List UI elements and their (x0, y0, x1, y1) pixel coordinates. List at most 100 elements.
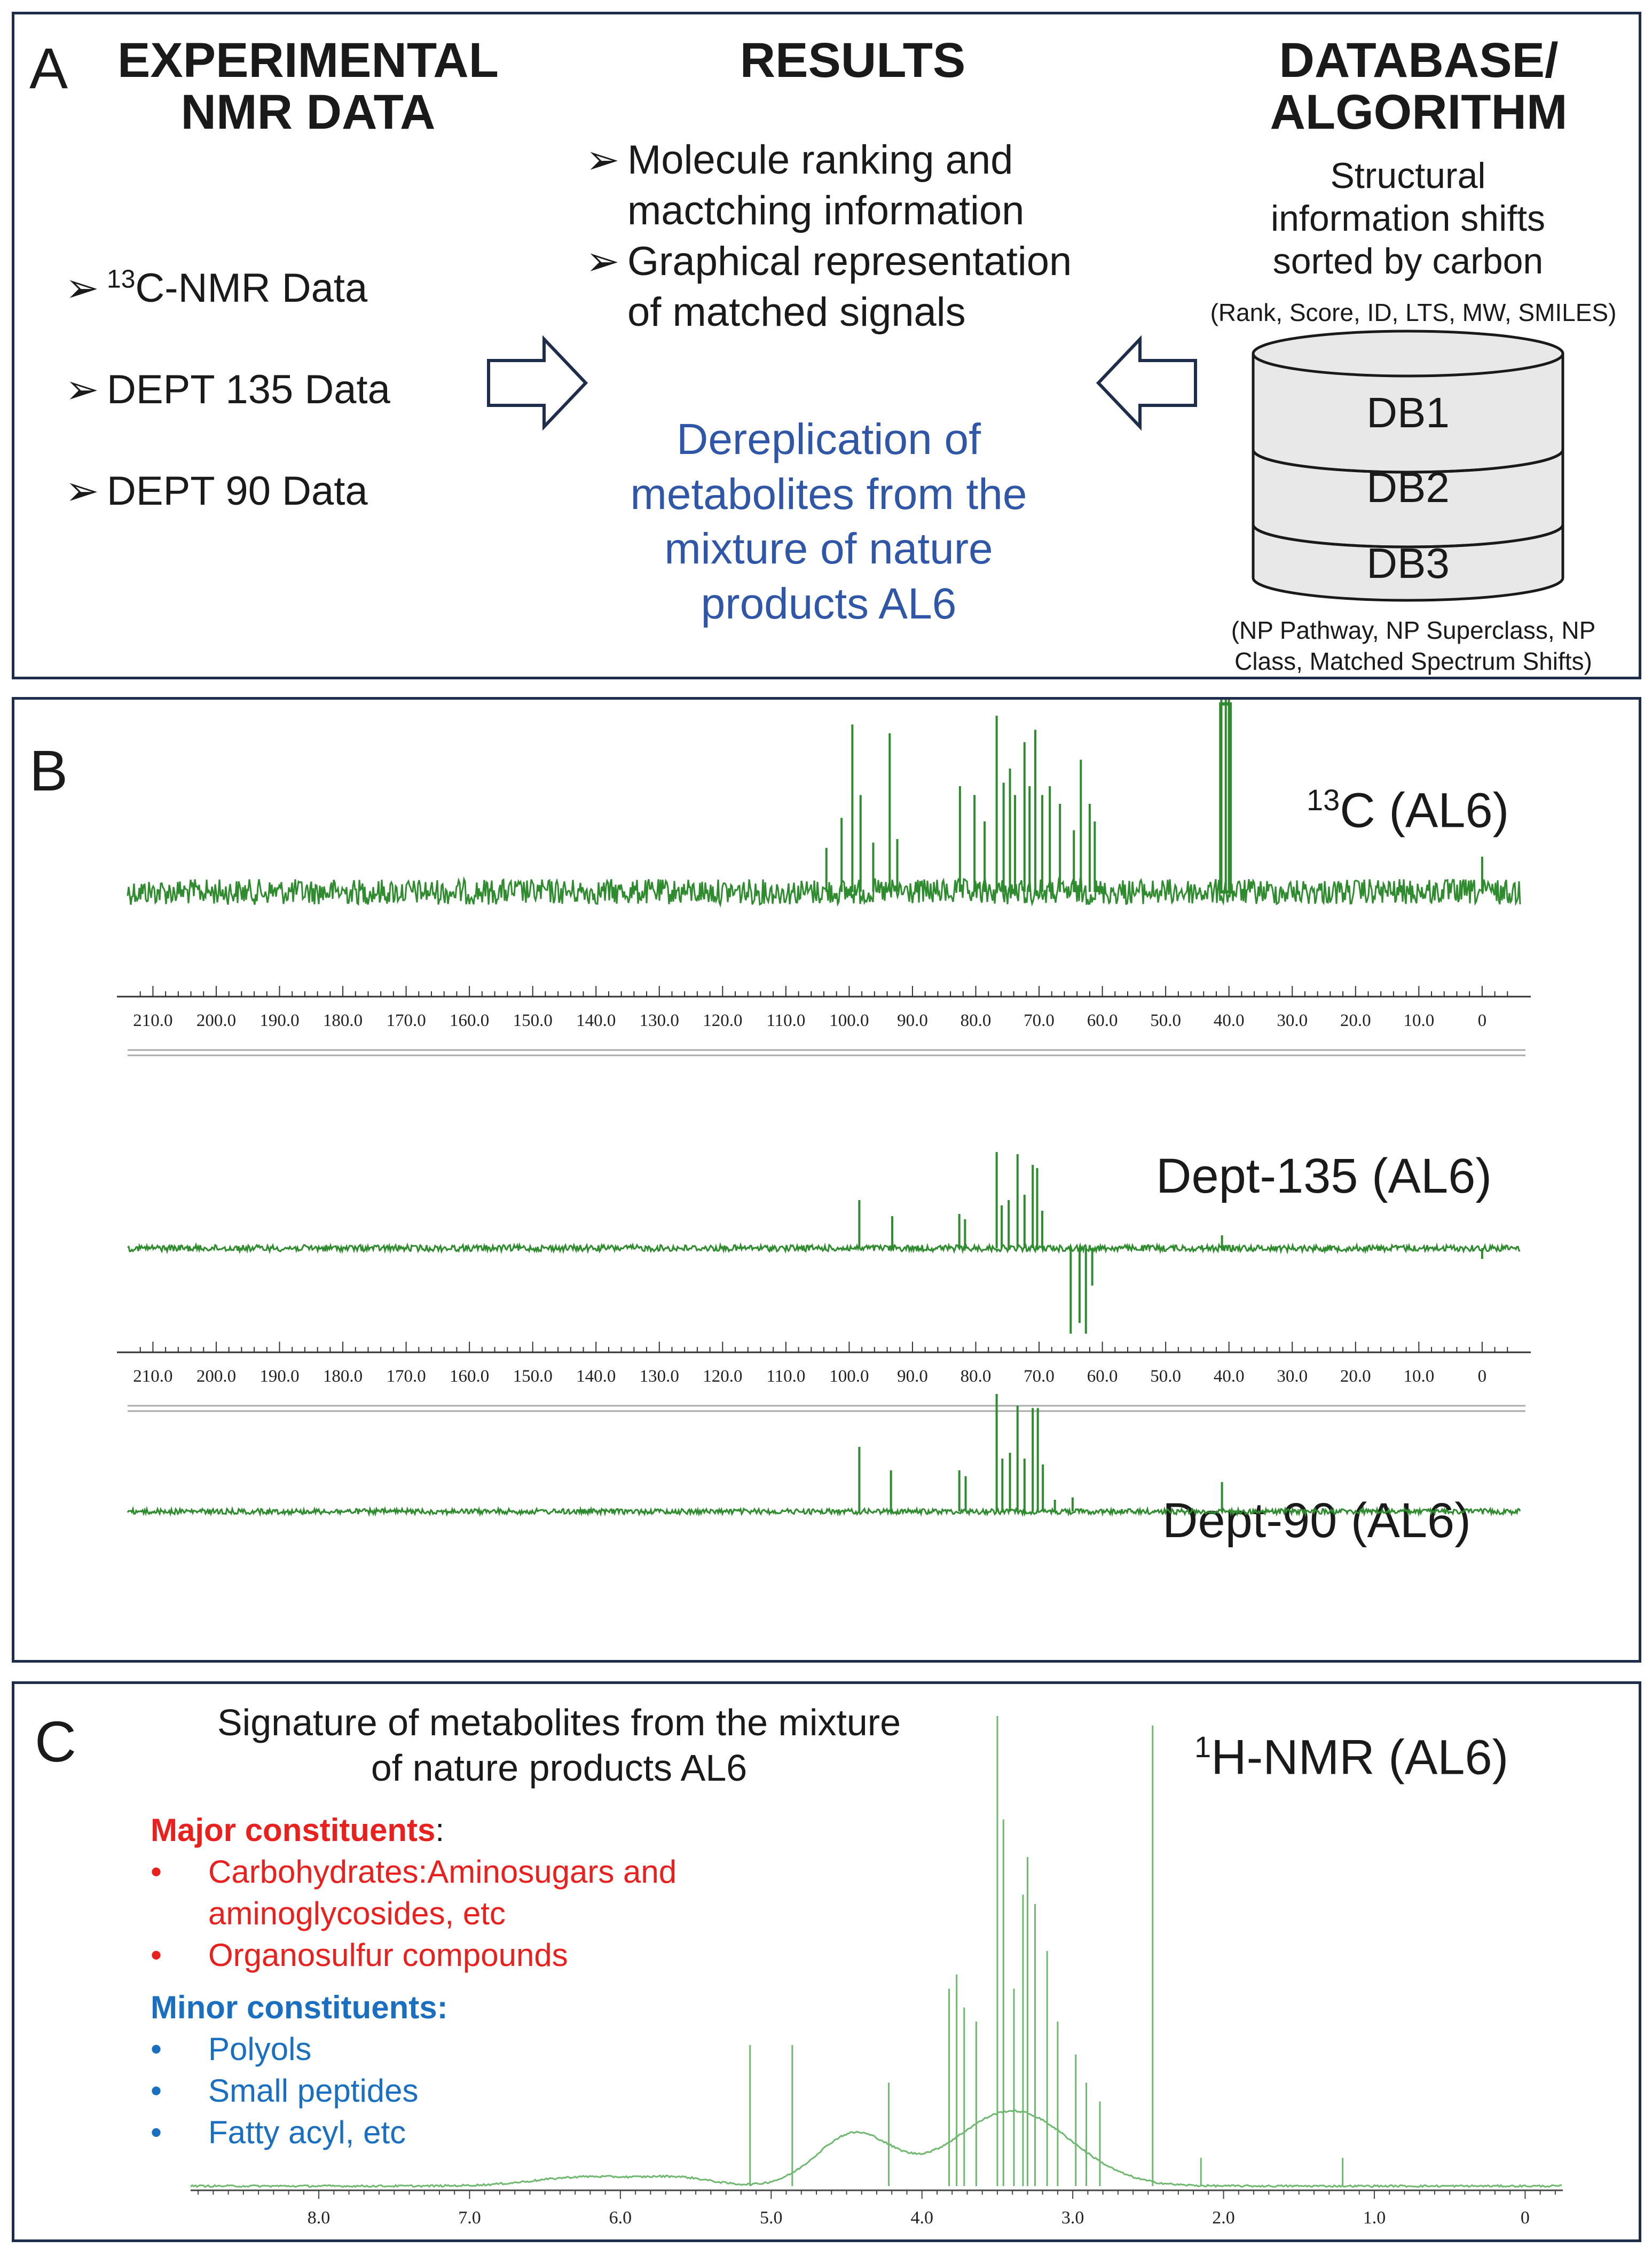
spectrum-dept135 (127, 1152, 1521, 1334)
experimental-item: ➢ 13C-NMR Data (65, 263, 367, 314)
experimental-item: ➢ DEPT 90 Data (65, 466, 368, 516)
x-tick-label: 50.0 (1150, 1367, 1181, 1386)
experimental-title-line1: EXPERIMENTAL (117, 33, 499, 88)
x-tick-label: 190.0 (259, 1367, 299, 1386)
database-classes-line: Class, Matched Spectrum Shifts) (1234, 647, 1592, 675)
x-tick-label: 110.0 (766, 1367, 805, 1386)
x-tick-label: 4.0 (910, 2208, 933, 2228)
minor-item-text: Fatty acyl, etc (208, 2114, 406, 2150)
minor-item-text: Polyols (208, 2031, 312, 2067)
x-tick-label: 150.0 (513, 1011, 553, 1030)
database-title-line1: DATABASE/ (1279, 33, 1559, 88)
panel-c: C Signature of metabolites from the mixt… (12, 1681, 1641, 2242)
signature-title: Signature of metabolites from the mixtur… (137, 1700, 981, 1791)
panel-a: A EXPERIMENTAL NMR DATA ➢ 13C-NMR Data ➢ D… (12, 12, 1641, 679)
minor-item: • Small peptides (151, 2070, 676, 2112)
x-tick-label: 200.0 (196, 1367, 236, 1386)
x-tick-label: 100.0 (829, 1011, 869, 1030)
panel-letter-b: B (29, 738, 68, 803)
x-tick-label: 8.0 (308, 2208, 331, 2228)
database-label: DB1 (1366, 389, 1450, 436)
left-arrow-icon (1096, 335, 1197, 431)
dereplication-line: mixture of nature (664, 524, 993, 573)
x-tick-label: 0 (1478, 1367, 1487, 1386)
database-label: DB2 (1366, 464, 1450, 511)
database-classes-line: (NP Pathway, NP Superclass, NP (1231, 616, 1596, 644)
spectrum-dept90 (127, 1394, 1521, 1517)
spectrum-label: Dept-90 (AL6) (1162, 1493, 1471, 1548)
h-nmr-label-text: H-NMR (AL6) (1211, 1730, 1509, 1785)
x-tick-label: 6.0 (609, 2208, 632, 2228)
x-tick-label: 180.0 (323, 1367, 363, 1386)
spectrum-label-text: C (AL6) (1340, 783, 1509, 838)
arrowhead-bullet-icon: ➢ (586, 137, 620, 183)
dereplication-line: products AL6 (701, 579, 957, 628)
database-desc-line: sorted by carbon (1272, 241, 1544, 282)
x-tick-label: 10.0 (1403, 1011, 1434, 1030)
x-tick-label: 60.0 (1087, 1011, 1118, 1030)
x-tick-label: 90.0 (897, 1367, 928, 1386)
x-tick-label: 7.0 (458, 2208, 481, 2228)
major-item: • Organosulfur compounds (151, 1934, 676, 1976)
x-tick-label: 210.0 (133, 1011, 172, 1030)
x-tick-label: 50.0 (1150, 1011, 1181, 1030)
x-tick-label: 70.0 (1024, 1367, 1055, 1386)
spectrum-baseline (127, 876, 1521, 908)
arrowhead-bullet-icon: ➢ (586, 239, 620, 284)
results-bullet-line: Graphical representation (627, 239, 1072, 284)
h-nmr-spectrum (190, 1716, 1562, 2188)
results-bullet-line: mactching information (627, 188, 1025, 233)
experimental-item-label: C-NMR Data (135, 265, 368, 311)
major-item-text: Carbohydrates:Aminosugars and (208, 1854, 677, 1890)
database-label: DB3 (1366, 539, 1450, 587)
x-tick-label: 40.0 (1214, 1367, 1245, 1386)
x-tick-label: 160.0 (450, 1367, 489, 1386)
x-axis: 210.0 200.0 190.0 180.0 170.0 160.0 150.0 140.0… (117, 986, 1531, 1030)
database-cylinder-icon (1252, 330, 1564, 602)
minor-item: • Polyols (151, 2028, 676, 2070)
x-tick-label: 5.0 (760, 2208, 783, 2228)
x-tick-label: 170.0 (386, 1367, 426, 1386)
database-heading: DATABASE/ ALGORITHM (1216, 35, 1622, 138)
experimental-item: ➢ DEPT 135 Data (65, 364, 390, 415)
x-tick-label: 80.0 (961, 1011, 992, 1030)
superscript: 13 (1307, 783, 1340, 817)
x-tick-label: 70.0 (1024, 1011, 1055, 1030)
panel-letter-c: C (35, 1709, 76, 1774)
database-fields: (Rank, Score, ID, LTS, MW, SMILES) (1210, 299, 1617, 326)
results-heading: RESULTS (740, 33, 966, 88)
database-description: Structural information shifts sorted by … (1205, 154, 1611, 283)
panel-letter-a: A (29, 36, 68, 100)
h-nmr-x-axis: 8.0 7.0 6.0 5.0 4.0 3.0 2.0 1.0 0 (191, 2189, 1563, 2228)
spectrum-label: Dept-135 (AL6) (1156, 1149, 1492, 1203)
arrowhead-bullet-icon: ➢ (65, 367, 99, 412)
bullet-icon: • (151, 2031, 162, 2067)
x-tick-label: 140.0 (576, 1367, 616, 1386)
x-tick-label: 60.0 (1087, 1367, 1118, 1386)
major-item-text: Organosulfur compounds (208, 1937, 568, 1973)
spectrum-baseline (127, 1506, 1521, 1517)
x-tick-label: 170.0 (386, 1011, 426, 1030)
minor-heading: Minor constituents: (151, 1989, 448, 2025)
h-nmr-label: 1H-NMR (AL6) (1194, 1729, 1508, 1786)
results-bullet-line: Molecule ranking and (627, 137, 1013, 183)
h-nmr-plot: 8.0 7.0 6.0 5.0 4.0 3.0 2.0 1.0 0 (190, 1716, 1563, 2228)
database-classes: (NP Pathway, NP Superclass, NP Class, Ma… (1189, 615, 1638, 677)
x-tick-label: 80.0 (961, 1367, 992, 1386)
x-tick-label: 2.0 (1212, 2208, 1235, 2228)
major-colon: : (435, 1812, 445, 1848)
experimental-item-label: DEPT 90 Data (107, 468, 368, 514)
bullet-icon: • (151, 1937, 162, 1973)
bullet-icon: • (151, 2073, 162, 2109)
dereplication-text: Dereplication of metabolites from the mi… (596, 412, 1061, 631)
x-tick-label: 130.0 (640, 1367, 679, 1386)
x-tick-label: 130.0 (640, 1011, 679, 1030)
superscript: 13 (107, 265, 136, 294)
results-bullet: ➢ Molecule ranking and mactching informat… (586, 135, 1072, 338)
dereplication-line: Dereplication of (676, 415, 981, 464)
bullet-icon: • (151, 2114, 162, 2150)
superscript: 1 (1194, 1730, 1212, 1764)
x-tick-label: 90.0 (897, 1011, 928, 1030)
x-tick-label: 200.0 (196, 1011, 236, 1030)
x-tick-label: 120.0 (703, 1367, 742, 1386)
